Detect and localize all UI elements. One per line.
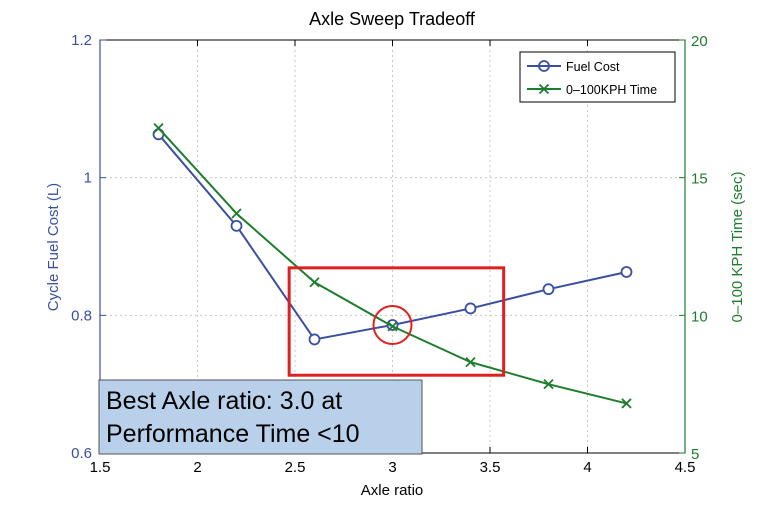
fuel-cost-point xyxy=(464,302,477,315)
legend-fuel-label: Fuel Cost xyxy=(566,60,620,74)
accel-time-point xyxy=(309,277,320,288)
accel-time-point xyxy=(465,357,476,368)
annotation-box xyxy=(98,379,423,455)
y-left-tick-label: 1.2 xyxy=(71,32,92,49)
y-right-tick-label: 5 xyxy=(691,446,699,463)
x-tick-label: 2.5 xyxy=(285,459,306,476)
y-right-tick-label: 15 xyxy=(691,171,708,188)
annotations: Best Axle ratio: 3.0 at Performance Time … xyxy=(98,266,506,455)
x-tick-label: 1.5 xyxy=(90,459,111,476)
y-left-tick-label: 0.6 xyxy=(71,445,92,462)
y-axis-left-label: Cycle Fuel Cost (L) xyxy=(45,183,62,311)
fuel-cost-point xyxy=(230,219,243,232)
chart-title: Axle Sweep Tradeoff xyxy=(309,9,476,29)
x-tick-label: 4.5 xyxy=(675,459,696,476)
grid xyxy=(100,40,685,453)
legend-fuel-marker xyxy=(538,60,550,72)
accel-time-point xyxy=(621,398,632,409)
fuel-cost-point xyxy=(308,333,321,346)
y-left-tick-label: 1 xyxy=(84,170,92,187)
x-tick-label: 4 xyxy=(583,459,591,476)
legend-box xyxy=(519,51,676,103)
y-axis-right-label: 0–100 KPH Time (sec) xyxy=(729,172,746,323)
fuel-cost-point xyxy=(542,283,555,296)
accel-time-point xyxy=(543,379,554,390)
x-axis-label: Axle ratio xyxy=(361,482,424,499)
axes: 1.5 2 2.5 3 3.5 4 4.5 0.6 0.8 1 1.2 5 10 15 20 xyxy=(71,32,708,476)
x-tick-label: 3 xyxy=(388,459,396,476)
accel-time-point xyxy=(387,321,398,332)
series xyxy=(152,122,633,409)
legend: Fuel Cost 0–100KPH Time xyxy=(519,51,676,103)
accel-time-point xyxy=(153,122,164,134)
x-tick-label: 3.5 xyxy=(480,459,501,476)
y-left-tick-label: 0.8 xyxy=(71,307,92,324)
legend-time-marker xyxy=(538,83,550,95)
fuel-cost-point xyxy=(620,266,633,278)
y-right-tick-label: 10 xyxy=(691,308,708,325)
annotation-text-line: Best Axle ratio: 3.0 at xyxy=(106,387,342,415)
optimum-circle xyxy=(372,304,413,345)
annotation-text-line: Performance Time <10 xyxy=(106,420,360,448)
x-tick-label: 2 xyxy=(193,459,201,476)
legend-time-label: 0–100KPH Time xyxy=(566,83,657,97)
highlight-box xyxy=(287,266,506,377)
accel-time-point xyxy=(231,208,242,219)
y-right-tick-label: 20 xyxy=(691,33,708,50)
